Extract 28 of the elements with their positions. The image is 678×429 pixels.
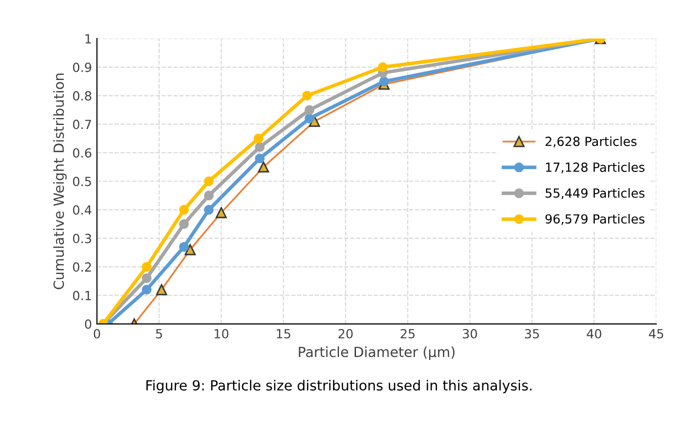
y-tick-label: 0.8 xyxy=(73,91,92,101)
legend-label: 55,449 Particles xyxy=(546,188,644,200)
x-tick-label: 40 xyxy=(586,328,602,338)
x-tick-label: 20 xyxy=(338,328,353,338)
y-tick-label: 0.7 xyxy=(73,120,92,130)
y-tick-label: 0.2 xyxy=(73,262,91,272)
x-tick-label: 10 xyxy=(214,328,228,338)
y-tick-label: 0.1 xyxy=(73,290,91,300)
x-tick-label: 15 xyxy=(276,329,290,338)
legend-label: 2,628 Particles xyxy=(546,136,636,148)
y-tick-label: 0.4 xyxy=(73,205,92,215)
x-tick-label: 35 xyxy=(525,328,539,338)
legend-label: 96,579 Particles xyxy=(545,214,644,225)
x-tick-label: 5 xyxy=(156,329,162,338)
y-tick-label: 0.5 xyxy=(73,176,91,186)
x-tick-label: 45 xyxy=(648,329,664,338)
y-tick-label: 0.3 xyxy=(73,234,92,244)
legend-label: 17,128 Particles xyxy=(546,162,644,174)
y-tick-label: 0.9 xyxy=(73,62,92,72)
x-tick-label: 25 xyxy=(400,328,415,338)
x-axis-title: Particle Diameter (µm) xyxy=(298,346,455,360)
caption: Figure 9: Particle size distributions used in this analysis. xyxy=(146,380,532,394)
x-tick-label: 30 xyxy=(462,328,477,338)
y-tick-label: 0.6 xyxy=(73,148,92,158)
y-tick-label: 0 xyxy=(84,319,92,329)
y-tick-label: 1 xyxy=(86,34,91,44)
y-axis-title: Cumulative Weight Distribution xyxy=(53,74,67,290)
x-tick-label: 0 xyxy=(94,328,100,338)
